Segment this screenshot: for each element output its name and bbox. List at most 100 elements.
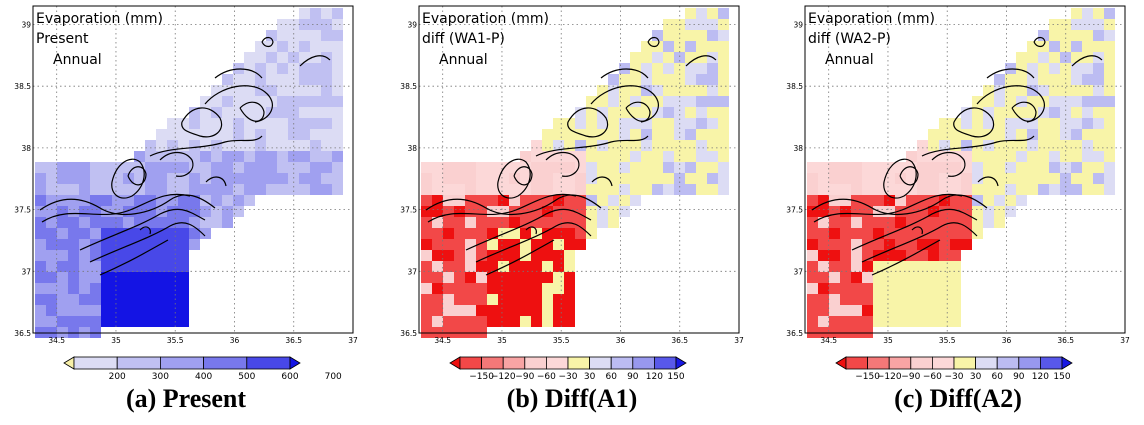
heatmap-cell (167, 239, 178, 250)
heatmap-cell (90, 228, 101, 239)
heatmap-cell (1093, 41, 1104, 52)
heatmap-cell (586, 217, 597, 228)
heatmap-cell (57, 283, 68, 294)
heatmap-cell (167, 272, 178, 283)
heatmap-cell (520, 283, 531, 294)
chart-title: Evaporation (mm) (36, 11, 163, 27)
heatmap-cell (531, 250, 542, 261)
heatmap-cell (454, 162, 465, 173)
heatmap-cell (1016, 184, 1027, 195)
heatmap-cell (862, 228, 873, 239)
heatmap-cell (1071, 184, 1082, 195)
x-tick-label: 34.5 (434, 336, 451, 345)
y-tick-label: 36.5 (14, 329, 31, 338)
y-tick-label: 37 (793, 267, 803, 276)
heatmap-cell (862, 305, 873, 316)
heatmap-cell (619, 195, 630, 206)
heatmap-cell (200, 162, 211, 173)
heatmap-cell (321, 129, 332, 140)
heatmap-cell (895, 206, 906, 217)
heatmap-cell (57, 217, 68, 228)
heatmap-cell (454, 250, 465, 261)
heatmap-cell (652, 107, 663, 118)
heatmap-cell (200, 151, 211, 162)
heatmap-cell (454, 283, 465, 294)
heatmap-cell (1038, 118, 1049, 129)
heatmap-cell (685, 162, 696, 173)
y-tick-label: 39 (793, 21, 803, 30)
heatmap-cell (299, 173, 310, 184)
heatmap-cell (696, 41, 707, 52)
heatmap-cell (884, 162, 895, 173)
heatmap-cell (310, 140, 321, 151)
heatmap-cell (509, 305, 520, 316)
heatmap-cell (1104, 162, 1115, 173)
heatmap-cell (674, 184, 685, 195)
heatmap-cell (950, 129, 961, 140)
heatmap-cell (542, 305, 553, 316)
colorbar-swatch (975, 356, 998, 370)
heatmap-cell (950, 283, 961, 294)
heatmap-cell (1016, 195, 1027, 206)
heatmap-cell (597, 217, 608, 228)
heatmap-cell (983, 118, 994, 129)
contour-line (931, 151, 966, 177)
heatmap-cell (167, 294, 178, 305)
heatmap-cell (531, 316, 542, 327)
heatmap-cell (35, 272, 46, 283)
heatmap-cell (873, 283, 884, 294)
heatmap-cell (46, 239, 57, 250)
colorbar-right-arrow (1061, 356, 1073, 370)
heatmap-cell (299, 118, 310, 129)
heatmap-cell (884, 206, 895, 217)
heatmap-cell (487, 184, 498, 195)
heatmap-cell (685, 151, 696, 162)
heatmap-cell (862, 217, 873, 228)
heatmap-cell (564, 140, 575, 151)
heatmap-cell (597, 107, 608, 118)
diff-a1-evaporation-map: 34.5 35 35.5 36 36.5 37 36.5 37 37.5 38 38.5 39 Evap… (400, 5, 744, 380)
heatmap-cell (983, 107, 994, 118)
heatmap-cell (586, 118, 597, 129)
heatmap-cell (851, 195, 862, 206)
heatmap-cell (167, 228, 178, 239)
heatmap-cell (178, 206, 189, 217)
heatmap-cell (321, 173, 332, 184)
period-label: Annual (53, 52, 102, 68)
heatmap-cell (178, 228, 189, 239)
heatmap-cell (608, 118, 619, 129)
heatmap-cell (619, 140, 630, 151)
heatmap-cell (432, 228, 443, 239)
heatmap-cell (939, 250, 950, 261)
heatmap-cell (90, 283, 101, 294)
chart-subtitle: diff (WA2-P) (808, 31, 891, 47)
heatmap-cell (255, 129, 266, 140)
heatmap-cell (829, 294, 840, 305)
heatmap-cell (156, 239, 167, 250)
heatmap-cell (961, 217, 972, 228)
heatmap-cell (277, 74, 288, 85)
heatmap-cell (961, 184, 972, 195)
plot-frame (804, 5, 1126, 334)
heatmap-cell (79, 283, 90, 294)
heatmap-cell (178, 195, 189, 206)
heatmap-cell (189, 140, 200, 151)
contour-line (976, 85, 1045, 123)
heatmap-cell (1082, 129, 1093, 140)
heatmap-cell (79, 294, 90, 305)
heatmap-cell (68, 272, 79, 283)
heatmap-cell (255, 173, 266, 184)
heatmap-cell (663, 162, 674, 173)
heatmap-cell (917, 294, 928, 305)
x-tick-label: 35.5 (553, 336, 570, 345)
heatmap-cell (707, 173, 718, 184)
heatmap-cell (189, 195, 200, 206)
heatmap-cell (222, 151, 233, 162)
heatmap-cell (487, 162, 498, 173)
heatmap-cell (244, 107, 255, 118)
colorbar-tick-label: −30 (559, 372, 578, 380)
colorbar-tick-label: −30 (945, 372, 964, 380)
heatmap-cell (983, 85, 994, 96)
heatmap-cell (1082, 96, 1093, 107)
heatmap-cell (1049, 85, 1060, 96)
